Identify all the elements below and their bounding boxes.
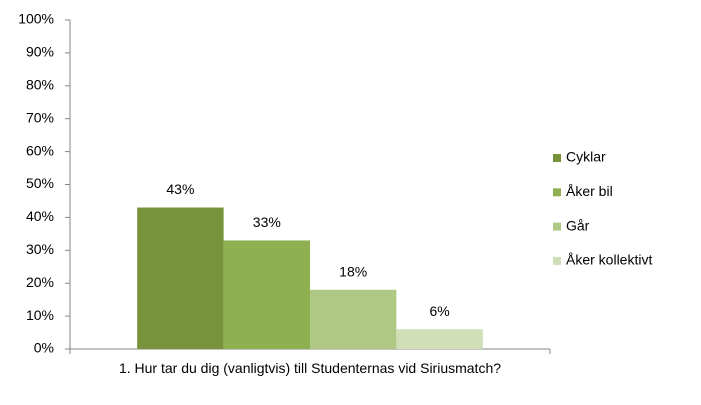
bar <box>396 329 483 349</box>
legend-label: Går <box>566 217 590 233</box>
x-category-label: 1. Hur tar du dig (vanligtvis) till Stud… <box>118 360 502 376</box>
bar <box>310 289 397 349</box>
y-tick-label: 100% <box>18 11 54 27</box>
data-label: 6% <box>429 303 449 319</box>
legend-swatch <box>553 188 561 197</box>
legend-label: Åker bil <box>566 183 613 199</box>
legend-label: Cyklar <box>566 149 606 165</box>
y-tick-label: 40% <box>26 208 54 224</box>
bar <box>223 240 310 349</box>
y-tick-label: 60% <box>26 142 54 158</box>
bar <box>137 207 224 349</box>
legend-label: Åker kollektivt <box>566 252 652 268</box>
y-tick-label: 90% <box>26 44 54 60</box>
y-tick-label: 30% <box>26 241 54 257</box>
legend-swatch <box>553 256 561 265</box>
y-tick-label: 0% <box>34 340 54 356</box>
y-tick-label: 10% <box>26 307 54 323</box>
data-label: 43% <box>166 181 194 197</box>
legend-swatch <box>553 154 561 162</box>
data-label: 33% <box>253 214 281 230</box>
y-tick-label: 80% <box>26 77 54 93</box>
y-tick-label: 50% <box>26 175 54 191</box>
y-tick-label: 70% <box>26 109 54 125</box>
data-label: 18% <box>339 263 367 279</box>
y-tick-label: 20% <box>26 274 54 290</box>
legend-swatch <box>553 222 561 231</box>
